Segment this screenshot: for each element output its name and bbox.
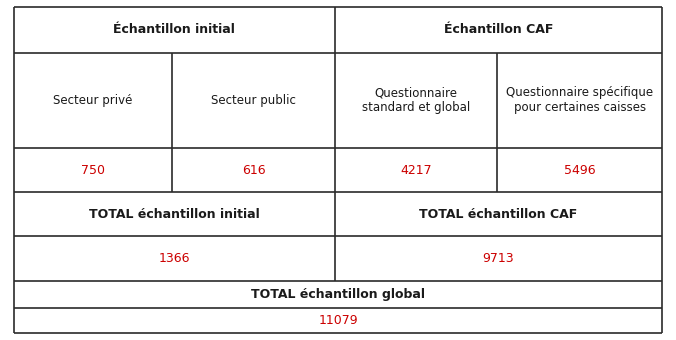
Text: Questionnaire spécifique
pour certaines caisses: Questionnaire spécifique pour certaines …: [506, 86, 653, 114]
Text: 616: 616: [242, 164, 265, 176]
Text: 9713: 9713: [483, 252, 514, 265]
Text: Secteur privé: Secteur privé: [53, 94, 132, 107]
Text: TOTAL échantillon global: TOTAL échantillon global: [251, 288, 425, 301]
Text: 750: 750: [81, 164, 105, 176]
Text: TOTAL échantillon initial: TOTAL échantillon initial: [89, 208, 260, 221]
Text: TOTAL échantillon CAF: TOTAL échantillon CAF: [419, 208, 578, 221]
Text: Échantillon CAF: Échantillon CAF: [444, 23, 553, 36]
Text: Secteur public: Secteur public: [211, 94, 296, 107]
Text: 5496: 5496: [564, 164, 596, 176]
Text: Questionnaire
standard et global: Questionnaire standard et global: [362, 86, 470, 114]
Text: 11079: 11079: [318, 314, 358, 327]
Text: 1366: 1366: [158, 252, 190, 265]
Text: Échantillon initial: Échantillon initial: [113, 23, 235, 36]
Text: 4217: 4217: [400, 164, 431, 176]
